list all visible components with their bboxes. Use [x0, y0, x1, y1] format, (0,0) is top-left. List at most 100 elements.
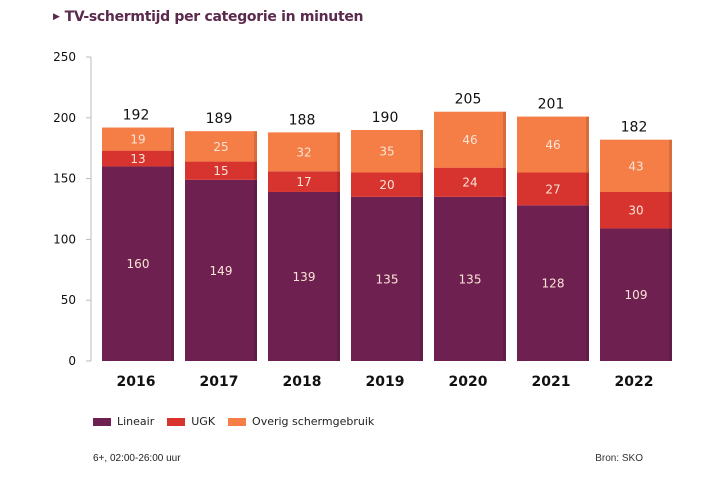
bar-segment-ugk: [185, 161, 257, 180]
bar-segment-overig-schermgebruik: [434, 111, 506, 168]
bar-segment-overig-schermgebruik: [185, 131, 257, 162]
data-label: 43: [628, 159, 643, 173]
x-tick-label: 2016: [117, 374, 156, 390]
bar-segment-lineair: [268, 191, 340, 361]
bar-group-2019: 135 20 35 190: [351, 110, 423, 361]
chart-title: ▶ TV-schermtijd per categorie in minuten: [53, 9, 364, 25]
y-tick-label: 50: [61, 293, 76, 307]
bar-segment-ugk: [268, 171, 340, 192]
y-tick-label: 0: [68, 354, 76, 368]
bar-segment-ugk: [351, 172, 423, 197]
legend-swatch-overig: [228, 417, 247, 426]
data-label: 25: [213, 140, 228, 154]
x-tick-label: 2017: [200, 374, 239, 390]
data-label: 109: [625, 288, 648, 302]
data-label: 30: [628, 204, 643, 218]
triangle-marker-icon: ▶: [53, 12, 60, 22]
data-label: 135: [459, 272, 482, 286]
data-label: 32: [296, 145, 311, 159]
data-label: 20: [379, 178, 394, 192]
legend-item-ugk: UGK: [167, 415, 215, 428]
bar-edge-shade: [586, 116, 589, 173]
bar-segment-ugk: [102, 150, 174, 167]
bar-segment-lineair: [185, 179, 257, 361]
bar-segment-overig-schermgebruik: [268, 132, 340, 172]
data-label: 139: [293, 270, 316, 284]
legend: Lineair UGK Overig schermgebruik: [93, 415, 387, 428]
legend-swatch-lineair: [93, 417, 111, 426]
legend-swatch-ugk: [167, 417, 186, 426]
bar-edge-shade: [254, 131, 257, 162]
bar-edge-shade: [503, 111, 506, 168]
y-tick-label: 250: [53, 50, 76, 64]
legend-label: UGK: [191, 415, 216, 428]
source-note: Bron: SKO: [595, 453, 643, 464]
data-label: 24: [462, 176, 477, 190]
bar-group-2018: 139 17 32 188: [268, 112, 340, 361]
bar-edge-shade: [171, 127, 174, 151]
bar-edge-shade: [586, 172, 589, 206]
data-label: 149: [210, 264, 233, 278]
legend-item-lineair: Lineair: [93, 415, 154, 428]
total-label: 192: [123, 108, 150, 124]
bar-segment-lineair: [517, 205, 589, 361]
bar-edge-shade: [669, 228, 672, 361]
bar-edge-shade: [171, 166, 174, 361]
y-axis: 0 50 100 150 200 250: [53, 50, 92, 368]
total-label: 182: [621, 120, 648, 136]
bar-group-2020: 135 24 46 205: [434, 92, 506, 361]
bar-edge-shade: [420, 196, 423, 361]
x-tick-label: 2019: [366, 374, 405, 390]
bar-segment-lineair: [600, 228, 672, 361]
bar-group-2021: 128 27 46 201: [517, 97, 589, 361]
legend-label: Lineair: [117, 415, 155, 428]
data-label: 128: [542, 277, 565, 291]
bar-edge-shade: [420, 129, 423, 173]
total-label: 201: [538, 97, 565, 113]
y-tick-label: 100: [53, 232, 76, 246]
x-tick-label: 2020: [449, 374, 488, 390]
bar-edge-shade: [254, 161, 257, 180]
bar-segment-ugk: [517, 172, 589, 206]
bar-segment-lineair: [434, 196, 506, 361]
total-label: 188: [289, 112, 316, 128]
chart-title-text: TV-schermtijd per categorie in minuten: [64, 9, 364, 25]
y-tick-label: 200: [53, 111, 76, 125]
data-label: 46: [545, 138, 560, 152]
total-label: 190: [372, 110, 399, 126]
bar-segment-ugk: [600, 191, 672, 229]
bar-edge-shade: [503, 196, 506, 361]
y-tick-label: 150: [53, 172, 76, 186]
footnote: 6+, 02:00-26:00 uur: [93, 453, 181, 464]
data-label: 135: [376, 272, 399, 286]
x-tick-label: 2022: [615, 374, 654, 390]
bar-edge-shade: [669, 139, 672, 192]
bar-edge-shade: [586, 205, 589, 361]
data-label: 19: [130, 133, 145, 147]
data-label: 160: [127, 257, 150, 271]
bar-group-2016: 160 13 19 192: [102, 108, 174, 361]
bar-segment-overig-schermgebruik: [517, 116, 589, 173]
bar-edge-shade: [337, 191, 340, 361]
bar-edge-shade: [337, 132, 340, 172]
bar-edge-shade: [171, 150, 174, 167]
bar-segment-overig-schermgebruik: [600, 139, 672, 192]
bar-segment-lineair: [102, 166, 174, 361]
x-axis-labels: 2016 2017 2018 2019 2020 2021 2022: [117, 374, 654, 390]
x-tick-label: 2021: [532, 374, 571, 390]
bar-segment-lineair: [351, 196, 423, 361]
data-label: 27: [545, 182, 560, 196]
bar-edge-shade: [669, 191, 672, 229]
legend-item-overig: Overig schermgebruik: [228, 415, 374, 428]
bar-edge-shade: [337, 171, 340, 192]
bar-group-2017: 149 15 25 189: [185, 111, 257, 361]
data-label: 13: [130, 152, 145, 166]
data-label: 17: [296, 175, 311, 189]
data-label: 35: [379, 145, 394, 159]
data-label: 15: [213, 164, 228, 178]
bar-segment-overig-schermgebruik: [351, 129, 423, 173]
x-tick-label: 2018: [283, 374, 322, 390]
bar-segment-ugk: [434, 167, 506, 197]
bars: 160 13 19 192 149 15 25 189 139 17 32 188 135 20 35 190…: [102, 92, 672, 361]
